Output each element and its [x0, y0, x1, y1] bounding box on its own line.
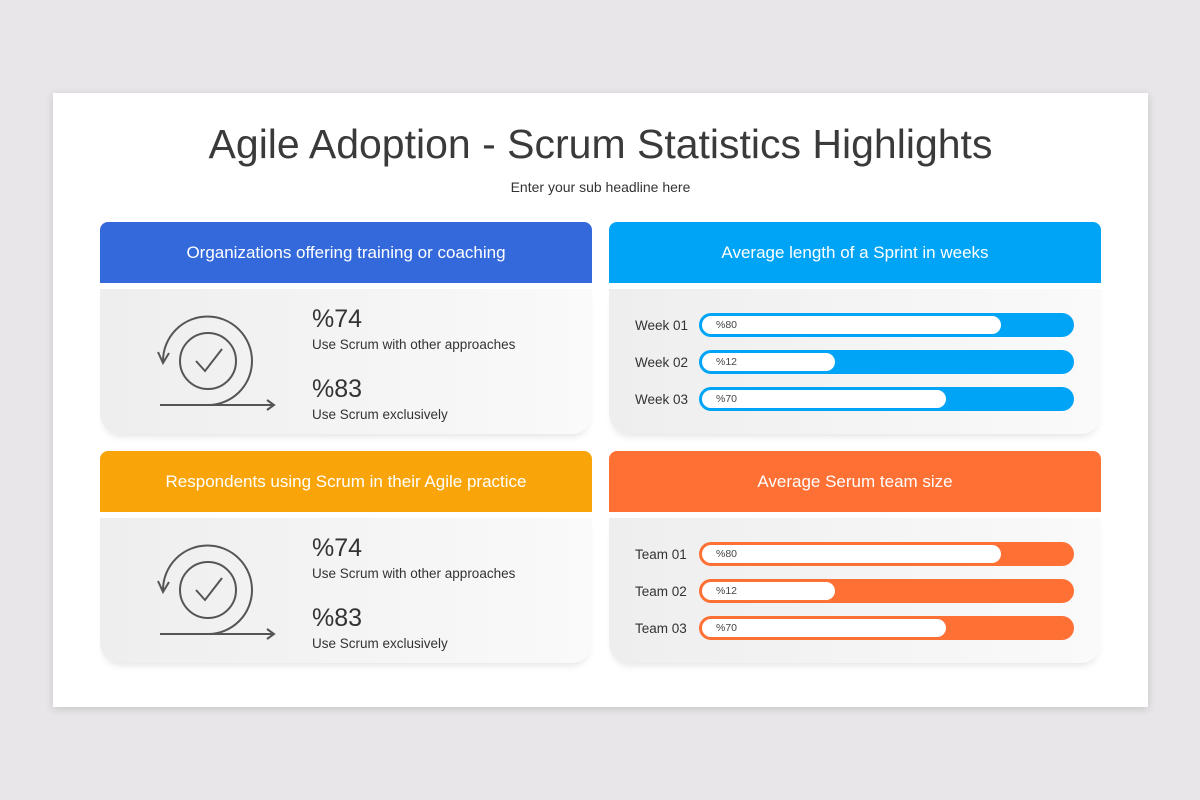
bar-row: Week 02 %12 [635, 350, 1074, 374]
card-header: Average Serum team size [609, 451, 1101, 512]
stat-value: %83 [312, 375, 363, 403]
progress-bar: %12 [699, 579, 1074, 603]
card: Average length of a Sprint in weeks Week … [609, 222, 1101, 434]
bar-row: Week 01 %80 [635, 313, 1074, 337]
bar-value: %12 [702, 582, 835, 600]
bar-value: %80 [702, 316, 1001, 334]
stat: %74 Use Scrum with other approaches [312, 305, 515, 352]
card: Average Serum team size Team 01 %80 Team 02… [609, 451, 1101, 663]
bar-label: Week 03 [635, 391, 689, 407]
cycle-check-icon [155, 311, 285, 416]
progress-bar: %80 [699, 542, 1074, 566]
bar-row: Team 01 %80 [635, 542, 1074, 566]
cycle-check-icon [155, 540, 285, 645]
stat: %83 Use Scrum exclusively [312, 375, 448, 422]
card-body: %74 Use Scrum with other approaches %83 Use… [100, 289, 592, 434]
progress-bar: %70 [699, 387, 1074, 411]
page-title: Agile Adoption - Scrum Statistics Highli… [208, 121, 993, 167]
bar-row: Week 03 %70 [635, 387, 1074, 411]
bar-row: Team 02 %12 [635, 579, 1074, 603]
stat-value: %83 [312, 604, 363, 632]
card: Organizations offering training or coach… [100, 222, 592, 434]
stat-label: Use Scrum exclusively [312, 407, 448, 422]
card-header: Average length of a Sprint in weeks [609, 222, 1101, 283]
card-header: Respondents using Scrum in their Agile p… [100, 451, 592, 512]
stat-label: Use Scrum with other approaches [312, 566, 516, 581]
stat: %74 Use Scrum with other approaches [312, 534, 515, 581]
bar-value: %80 [702, 545, 1001, 563]
stat-label: Use Scrum exclusively [312, 636, 448, 651]
bar-label: Week 02 [635, 354, 689, 370]
card-header: Organizations offering training or coach… [100, 222, 592, 283]
bar-label: Team 03 [635, 620, 687, 636]
card-body: Week 01 %80 Week 02 %12 Week 03 %70 [609, 289, 1101, 434]
bar-value: %70 [702, 619, 946, 637]
bar-value: %12 [702, 353, 835, 371]
progress-bar: %80 [699, 313, 1074, 337]
stat: %83 Use Scrum exclusively [312, 604, 448, 651]
stat-label: Use Scrum with other approaches [312, 337, 516, 352]
card-body: %74 Use Scrum with other approaches %83 Use… [100, 518, 592, 663]
bar-row: Team 03 %70 [635, 616, 1074, 640]
bar-label: Team 02 [635, 583, 687, 599]
card: Respondents using Scrum in their Agile p… [100, 451, 592, 663]
slide: Agile Adoption - Scrum Statistics Highli… [53, 93, 1148, 707]
stat-value: %74 [312, 534, 363, 562]
progress-bar: %12 [699, 350, 1074, 374]
bar-label: Week 01 [635, 317, 689, 333]
stat-value: %74 [312, 305, 363, 333]
subtitle: Enter your sub headline here [510, 179, 691, 195]
bar-label: Team 01 [635, 546, 687, 562]
progress-bar: %70 [699, 616, 1074, 640]
bar-value: %70 [702, 390, 946, 408]
card-body: Team 01 %80 Team 02 %12 Team 03 %70 [609, 518, 1101, 663]
